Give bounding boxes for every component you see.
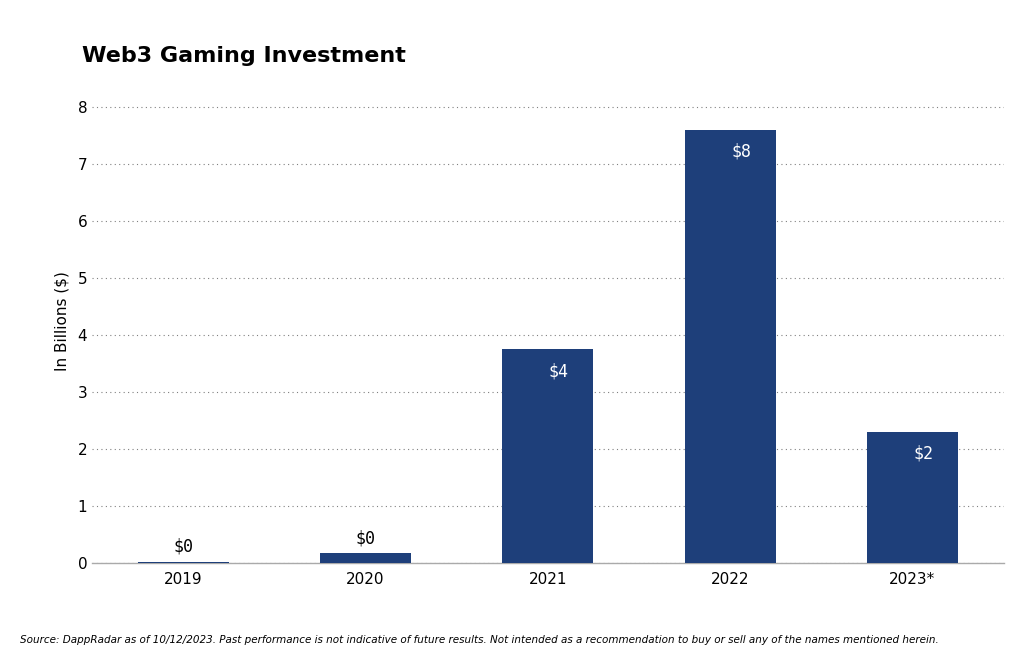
Text: $0: $0 — [355, 529, 376, 548]
Y-axis label: In Billions ($): In Billions ($) — [54, 271, 70, 371]
Text: Source: DappRadar as of 10/12/2023. Past performance is not indicative of future: Source: DappRadar as of 10/12/2023. Past… — [20, 635, 939, 645]
Text: Web3 Gaming Investment: Web3 Gaming Investment — [82, 45, 406, 66]
Text: $0: $0 — [173, 538, 194, 556]
Bar — [503, 350, 594, 563]
Bar — [866, 432, 958, 563]
Text: $4: $4 — [549, 362, 568, 380]
Bar — [319, 553, 412, 563]
Text: $2: $2 — [913, 445, 933, 462]
Text: $8: $8 — [731, 143, 751, 160]
Bar — [685, 130, 776, 563]
Bar — [137, 561, 228, 563]
